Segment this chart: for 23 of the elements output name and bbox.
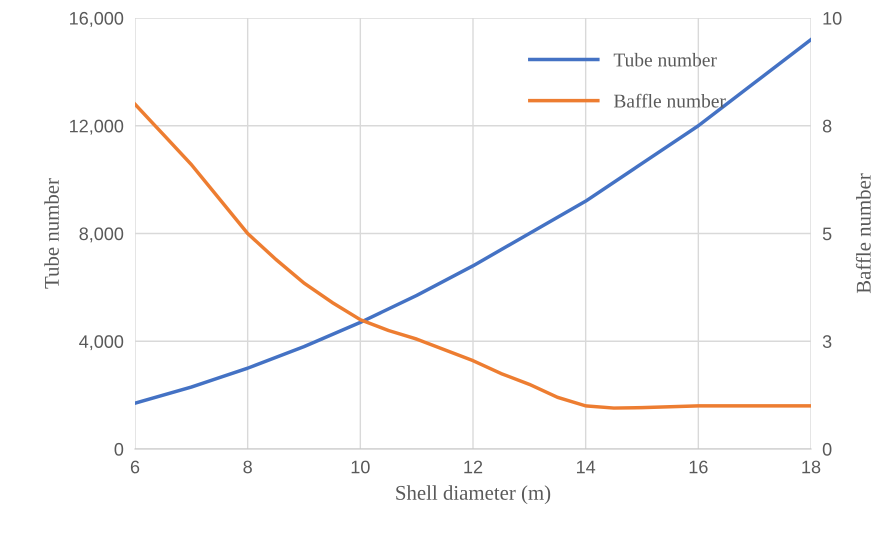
x-tick-label: 12 <box>464 460 482 474</box>
y-axis-title: Tube number <box>44 178 59 289</box>
y2-tick-label: 8 <box>822 120 832 132</box>
y2-tick-label: 5 <box>822 228 832 240</box>
y-tick-label: 0 <box>114 442 124 456</box>
x-tick-label: 8 <box>243 460 252 474</box>
y2-tick-label: 0 <box>822 442 832 456</box>
x-axis-title: Shell diameter (m) <box>396 485 550 504</box>
y-tick-label: 8,000 <box>79 227 124 242</box>
y-tick-label: 12,000 <box>70 120 124 135</box>
y-tick-label: 4,000 <box>79 335 124 350</box>
y2-tick-label: 10 <box>823 12 842 25</box>
y2-tick-label: 3 <box>822 335 832 348</box>
x-tick-label: 10 <box>352 460 370 474</box>
legend-label: Baffle number <box>614 94 726 108</box>
x-tick-label: 18 <box>802 460 820 474</box>
legend-label: Tube number <box>614 52 717 67</box>
x-tick-label: 6 <box>130 460 140 474</box>
y-tick-label: 16,000 <box>70 12 124 27</box>
x-tick-label: 14 <box>577 460 596 474</box>
y2-axis-title: Baffle number <box>856 173 871 294</box>
line-series <box>135 38 811 405</box>
x-tick-label: 16 <box>690 460 708 474</box>
